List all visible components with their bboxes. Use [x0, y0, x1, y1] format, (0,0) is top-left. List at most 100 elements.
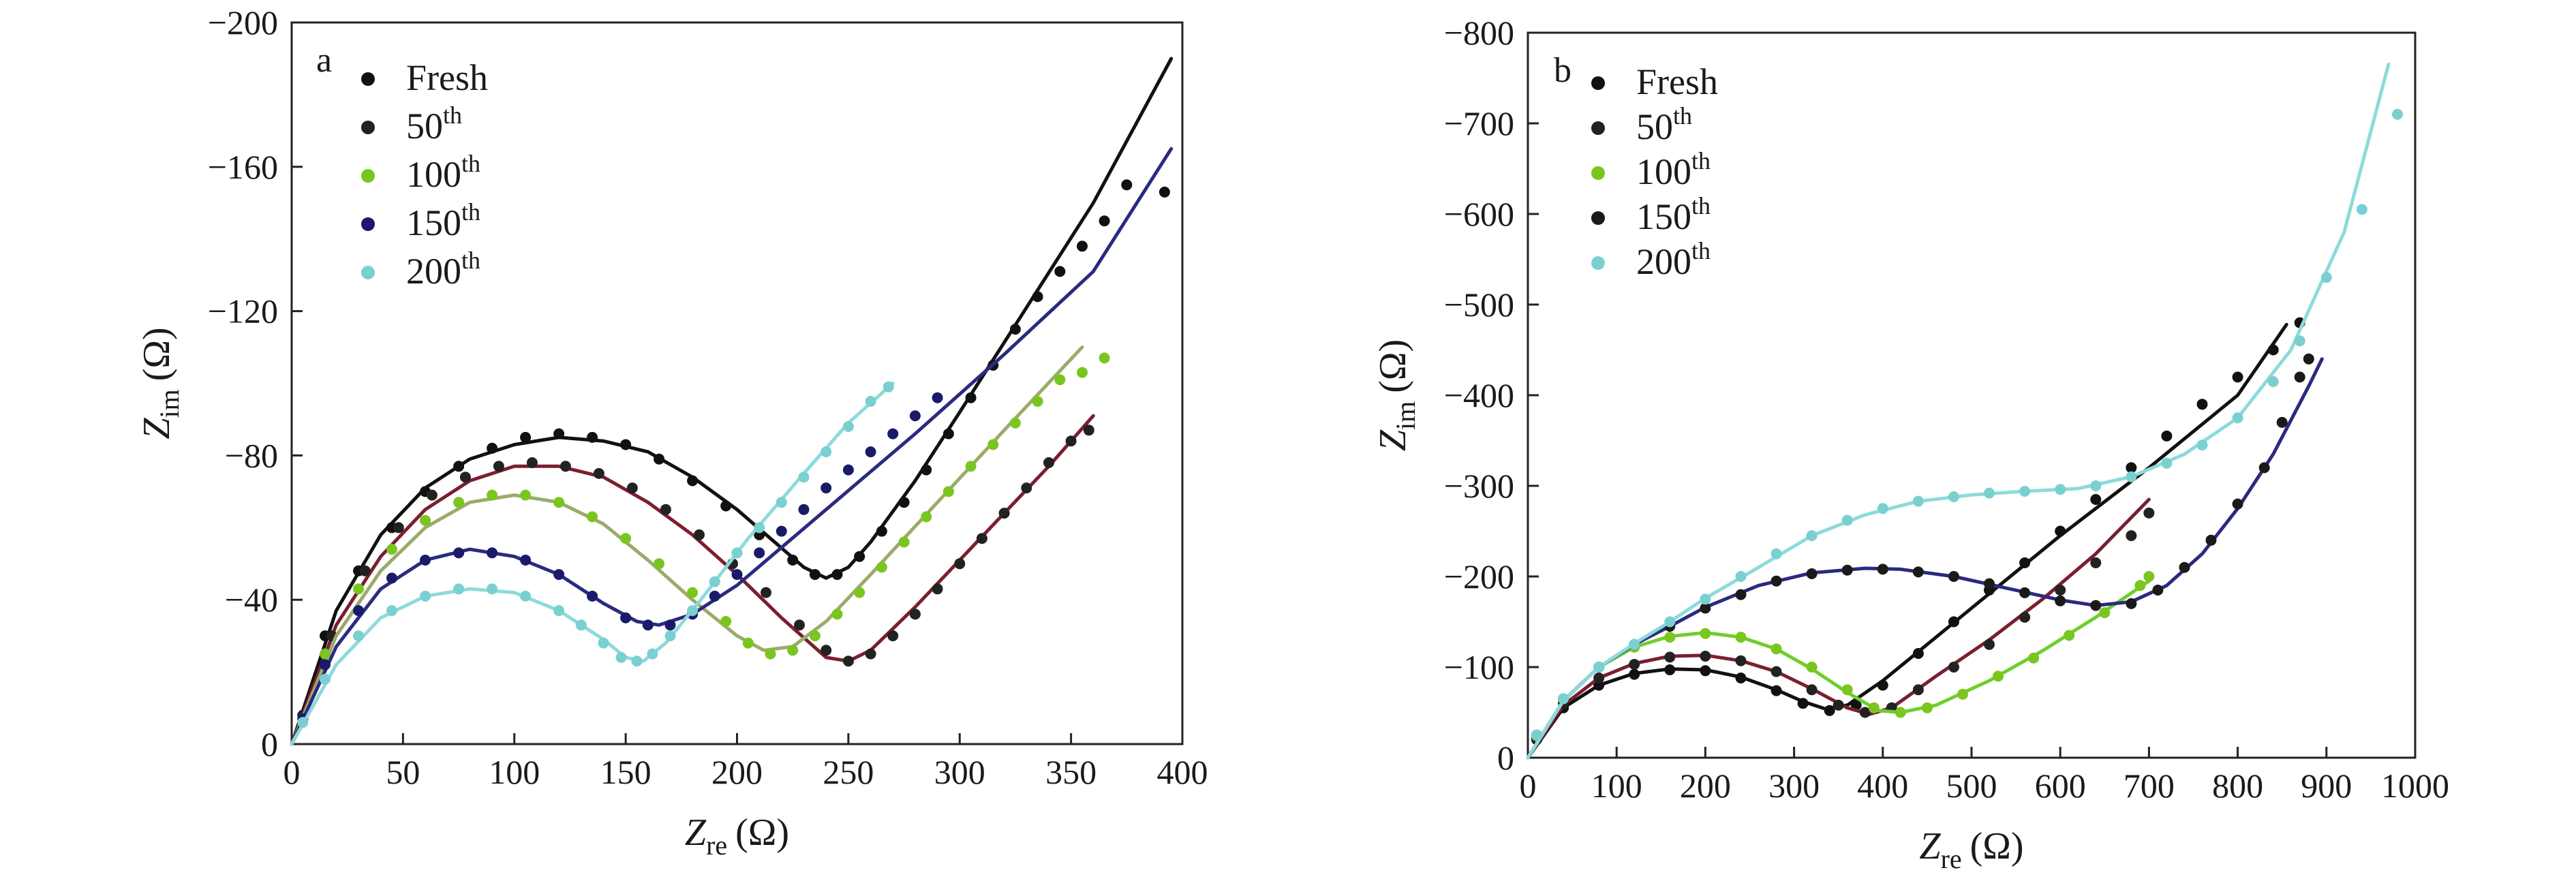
panel-b-legend-label: 50th — [1636, 102, 1692, 147]
panel-a-series-1-point — [587, 431, 598, 443]
panel-b-panel-letter: b — [1554, 51, 1571, 90]
panel-b-series-1-point — [2055, 525, 2066, 537]
panel-a-series-5-point — [297, 717, 309, 728]
panel-b-legend-marker — [1591, 211, 1605, 225]
panel-b-series-3-point — [1770, 643, 1782, 655]
panel-b-series-2-point — [1912, 684, 1924, 696]
panel-a-series-3-point — [520, 489, 532, 501]
panel-a-legend-marker — [361, 169, 375, 183]
panel-b-legend-marker — [1591, 76, 1605, 90]
panel-a-x-tick-label: 200 — [711, 753, 763, 791]
panel-a-series-5-point — [420, 590, 431, 602]
panel-a-series-4-point — [587, 590, 598, 602]
panel-b-series-1-point — [1824, 705, 1835, 716]
panel-a-series-5-point — [883, 381, 894, 392]
panel-a-series-5-point — [647, 648, 658, 660]
panel-a-series-5-point — [575, 619, 587, 631]
panel-b-x-axis-label-unit: (Ω) — [1970, 825, 2024, 867]
panel-b-y-tick-label: −200 — [1444, 557, 1514, 596]
panel-a-series-3-point — [487, 489, 498, 501]
panel-a-chart: 0 50 100 150 200 250 300 350 400 0 −40 −80 −120 −160 −… — [136, 3, 1208, 861]
panel-b-series-5-point — [1770, 548, 1782, 559]
panel-a-series-2-point — [593, 467, 604, 479]
panel-a-x-axis-label-sub: re — [706, 830, 727, 861]
panel-b-x-tick-label: 800 — [2212, 767, 2263, 805]
panel-a-series-2-point — [626, 482, 638, 494]
panel-a-series-3-point — [353, 583, 364, 595]
panel-a-series-1-point — [898, 497, 910, 508]
panel-a-series-4-point — [487, 547, 498, 559]
panel-a-series-2-point — [1043, 457, 1054, 468]
panel-b-series-5-point — [1984, 487, 1995, 499]
panel-b-series-4-fit-line — [1526, 357, 2324, 760]
panel-b-series-5-point — [1877, 503, 1888, 514]
panel-a-series-1-point — [620, 439, 632, 450]
panel-a-series-3-point — [320, 648, 331, 660]
panel-a-series-1-point — [1159, 186, 1170, 198]
panel-a-series-1-point — [1099, 215, 1110, 227]
panel-b-y-axis-label: Zim (Ω) — [1372, 339, 1421, 451]
panel-b-legend-marker — [1591, 256, 1605, 270]
panel-b-series-5-point — [1593, 662, 1605, 673]
panel-a-y-axis-label: Zim (Ω) — [136, 327, 185, 439]
panel-a-y-tick-label: −40 — [225, 581, 278, 619]
panel-b-series-1-point — [1877, 679, 1888, 691]
panel-b-legend-label: 100th — [1636, 147, 1711, 192]
panel-b-series-5-point — [1629, 638, 1640, 650]
panel-a-legend-label-sup: th — [461, 247, 480, 274]
panel-b-series-1-point — [1664, 664, 1676, 675]
panel-a-series-4-point — [420, 555, 431, 566]
panel-a-series-3-point — [787, 645, 799, 656]
panel-b-series-2-point — [1700, 651, 1711, 662]
panel-b-series-2-point — [1770, 666, 1782, 677]
panel-a-series-2-point — [1021, 482, 1032, 494]
panel-b-series-3-point — [1895, 707, 1906, 718]
panel-a-series-1-point — [787, 555, 799, 566]
panel-a-series-5-point — [520, 590, 532, 602]
panel-a-legend-label-text: Fresh — [406, 57, 488, 98]
panel-a-series-2-point — [998, 508, 1010, 519]
panel-b-series-4-point — [2055, 595, 2066, 606]
panel-b-series-1-point — [1629, 668, 1640, 680]
panel-a-series-5-point — [709, 576, 720, 587]
panel-a-x-tick-label: 150 — [600, 753, 651, 791]
panel-a-series-5-point — [487, 583, 498, 595]
panel-b-x-axis-label-main: Z — [1919, 825, 1941, 867]
panel-a-series-1-point — [453, 461, 465, 472]
panel-a-series-1-point — [654, 453, 665, 465]
panel-a-series-3-point — [742, 637, 754, 649]
panel-a-series-3-point — [1077, 367, 1088, 378]
panel-b-x-tick-label: 500 — [1946, 767, 1997, 805]
panel-a-series-2-point — [821, 645, 832, 656]
panel-b-x-tick-label: 600 — [2035, 767, 2086, 805]
panel-a-legend-label: 150th — [406, 198, 480, 243]
panel-b-x-tick-label: 400 — [1857, 767, 1908, 805]
panel-a-y-tick-label: −160 — [208, 148, 278, 186]
panel-b-series-3-point — [1957, 688, 1968, 700]
panel-b-series-5-point — [2232, 412, 2243, 424]
panel-b-series-2-point — [2055, 585, 2066, 596]
panel-a-series-5-point — [453, 583, 465, 595]
panel-a-series-1-point — [1009, 324, 1021, 335]
panel-a-series-5-point — [598, 637, 609, 649]
panel-b-series-5-point — [2356, 204, 2367, 215]
panel-b-series-1-point — [1948, 616, 1959, 628]
panel-a-series-1-point — [965, 392, 977, 403]
panel-b-series-3-point — [1841, 684, 1853, 696]
panel-a-series-2-point — [976, 533, 987, 544]
panel-b-series-3-point — [1921, 702, 1933, 713]
panel-a-series-5-point — [687, 605, 699, 617]
panel-b-series-1-point — [1735, 673, 1747, 683]
panel-a-series-2-point — [932, 583, 943, 595]
panel-a-y-axis-label-main: Z — [136, 418, 178, 440]
panel-a-series-2-point — [694, 529, 705, 540]
panel-a-series-4-point — [642, 619, 654, 631]
panel-b-series-3-point — [1806, 662, 1818, 673]
panel-b-chart: 0 100 200 300 400 500 600 700 800 900 1000 0 −100 −20… — [1372, 14, 2449, 874]
panel-a-series-2-point — [761, 587, 771, 598]
panel-b-series-1-point — [1770, 685, 1782, 696]
panel-b-series-3-point — [1868, 702, 1880, 713]
panel-a-series-5-point — [776, 497, 787, 508]
panel-b-series-5-point — [1912, 495, 1924, 507]
